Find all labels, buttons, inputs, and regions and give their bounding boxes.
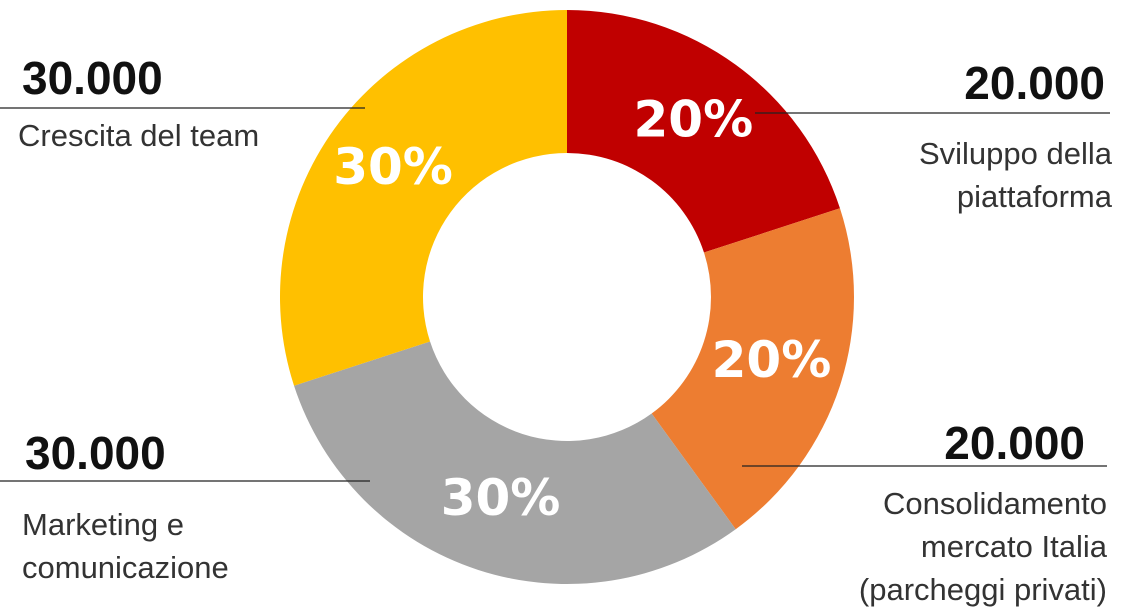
amount-label: 30.000 bbox=[25, 427, 166, 479]
category-label: Consolidamento mercato Italia (parcheggi… bbox=[858, 486, 1107, 607]
percent-label: 30% bbox=[441, 469, 561, 527]
amount-label: 30.000 bbox=[22, 52, 163, 104]
slice bbox=[294, 341, 736, 584]
category-label: Sviluppo della piattaforma bbox=[918, 136, 1112, 214]
slice bbox=[651, 208, 855, 530]
slice bbox=[567, 10, 840, 253]
percent-label: 20% bbox=[712, 331, 832, 389]
amount-label: 20.000 bbox=[964, 57, 1105, 109]
category-label: Crescita del team bbox=[18, 118, 260, 153]
category-label: Marketing e comunicazione bbox=[22, 507, 229, 585]
amount-label: 20.000 bbox=[944, 417, 1085, 469]
percent-label: 20% bbox=[634, 91, 754, 149]
percent-label: 30% bbox=[333, 138, 453, 196]
slice bbox=[279, 10, 567, 386]
